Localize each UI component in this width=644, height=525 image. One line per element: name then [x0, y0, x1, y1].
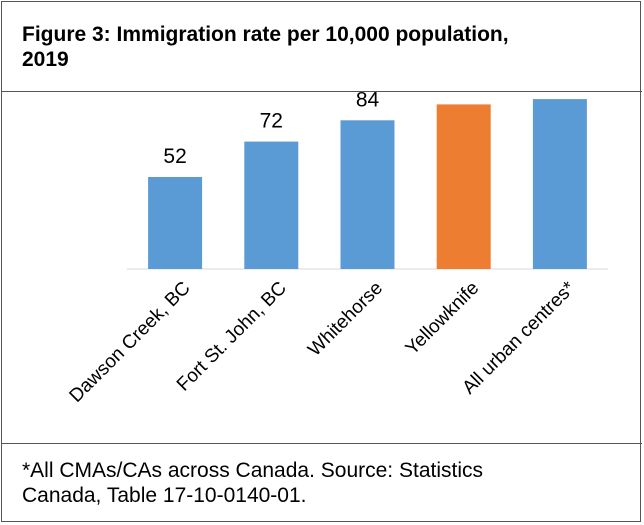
- value-label-3: 93: [452, 92, 475, 95]
- title-divider: [2, 91, 642, 92]
- category-label-2: Whitehorse: [304, 278, 387, 361]
- bar-3: [436, 104, 491, 270]
- bar-4: [532, 99, 587, 269]
- category-label-0: Dawson Creek, BC: [66, 278, 195, 407]
- bar-0: [148, 177, 203, 269]
- value-label-2: 84: [356, 92, 380, 111]
- bar-1: [244, 141, 299, 269]
- value-label-1: 72: [260, 110, 283, 133]
- category-label-3: Yellowknife: [402, 278, 484, 360]
- chart-title: Figure 3: Immigration rate per 10,000 po…: [22, 23, 509, 71]
- source-note: *All CMAs/CAs across Canada. Source: Sta…: [22, 459, 483, 507]
- value-label-0: 52: [163, 145, 186, 168]
- bar-2: [340, 120, 395, 269]
- note-divider: [2, 443, 642, 444]
